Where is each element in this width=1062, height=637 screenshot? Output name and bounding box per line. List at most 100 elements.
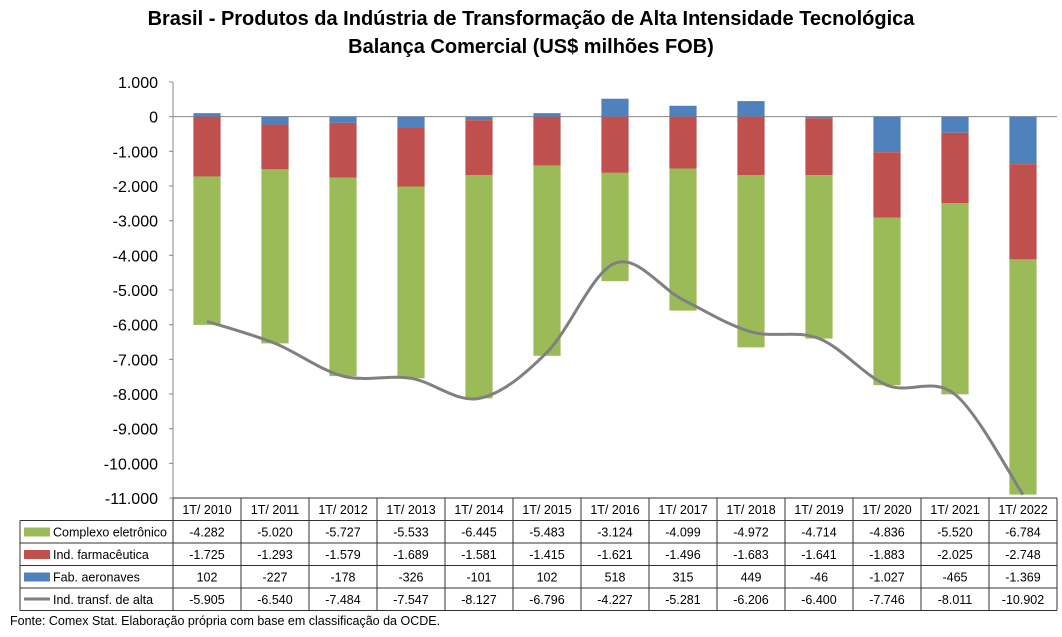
x-category-label: 1T/ 2019: [794, 503, 843, 517]
table-value-cell: -5.483: [529, 526, 564, 540]
bar-ind-farmac-utica: [1009, 164, 1037, 260]
bar-fab-aeronaves: [533, 113, 561, 117]
table-value-cell: -6.540: [257, 593, 292, 607]
x-category-label: 1T/ 2014: [454, 503, 503, 517]
bar-fab-aeronaves: [873, 116, 901, 153]
bar-fab-aeronaves: [601, 98, 629, 117]
y-tick-label: -1.000: [113, 144, 158, 161]
y-tick-label: -8.000: [113, 387, 158, 404]
legend-series-name: Ind. transf. de alta: [53, 593, 153, 607]
table-value-cell: -7.547: [393, 593, 428, 607]
x-category-label: 1T/ 2018: [726, 503, 775, 517]
table-value-cell: -1.683: [733, 548, 768, 562]
table-value-cell: -4.282: [189, 526, 224, 540]
table-value-cell: -1.641: [801, 548, 836, 562]
table-value-cell: -6.796: [529, 593, 564, 607]
table-value-cell: -465: [942, 571, 967, 585]
table-value-cell: -6.784: [1005, 526, 1040, 540]
x-category-label: 1T/ 2015: [522, 503, 571, 517]
table-value-cell: -8.127: [461, 593, 496, 607]
table-value-cell: -5.020: [257, 526, 292, 540]
y-tick-label: -11.000: [105, 491, 158, 508]
x-category-label: 1T/ 2021: [930, 503, 979, 517]
bar-complexo-eletr-nico: [737, 175, 765, 348]
bar-ind-farmac-utica: [941, 132, 969, 203]
table-value-cell: -5.727: [325, 526, 360, 540]
y-tick-label: 0: [149, 110, 158, 127]
bar-ind-farmac-utica: [805, 118, 833, 176]
x-category-label: 1T/ 2012: [318, 503, 367, 517]
legend-series-name: Ind. farmacêutica: [53, 548, 149, 562]
table-value-cell: -101: [466, 571, 491, 585]
legend-series-name: Complexo eletrônico: [53, 526, 167, 540]
bar-complexo-eletr-nico: [805, 175, 833, 339]
y-tick-label: -5.000: [113, 283, 158, 300]
legend-series-name: Fab. aeronaves: [53, 571, 140, 585]
bar-fab-aeronaves: [193, 113, 221, 117]
bar-fab-aeronaves: [737, 101, 765, 117]
table-value-cell: -46: [810, 571, 828, 585]
table-value-cell: -1.415: [529, 548, 564, 562]
bar-complexo-eletr-nico: [1009, 259, 1037, 495]
table-value-cell: -2.025: [937, 548, 972, 562]
table-value-cell: 102: [197, 571, 218, 585]
line-ind-transf-de-alta: [206, 260, 1025, 496]
chart-title: Brasil - Produtos da Indústria de Transf…: [147, 8, 915, 30]
table-value-cell: 315: [673, 571, 694, 585]
x-category-label: 1T/ 2010: [182, 503, 231, 517]
x-category-label: 1T/ 2022: [998, 503, 1047, 517]
bar-fab-aeronaves: [465, 116, 493, 121]
y-tick-label: -3.000: [113, 214, 158, 231]
bar-ind-farmac-utica: [193, 116, 221, 177]
x-category-label: 1T/ 2016: [590, 503, 639, 517]
x-category-label: 1T/ 2011: [251, 503, 299, 517]
bar-ind-farmac-utica: [261, 124, 289, 170]
bar-fab-aeronaves: [1009, 116, 1037, 165]
table-value-cell: -8.011: [938, 593, 973, 607]
table-value-cell: -6.400: [801, 593, 836, 607]
chart-subtitle: Balança Comercial (US$ milhões FOB): [348, 36, 714, 58]
bar-fab-aeronaves: [941, 116, 969, 133]
table-value-cell: -1.293: [257, 548, 292, 562]
y-tick-label: -10.000: [104, 456, 158, 473]
bar-ind-farmac-utica: [329, 122, 357, 178]
table-value-cell: -1.579: [325, 548, 360, 562]
legend-swatch: [24, 527, 50, 537]
bar-complexo-eletr-nico: [941, 202, 969, 395]
bar-complexo-eletr-nico: [873, 217, 901, 386]
y-tick-label: -4.000: [113, 248, 158, 265]
table-value-cell: -1.689: [393, 548, 428, 562]
bar-fab-aeronaves: [329, 116, 357, 123]
bar-fab-aeronaves: [805, 116, 833, 119]
table-value-cell: -10.902: [1002, 593, 1044, 607]
y-tick-label: -2.000: [113, 179, 158, 196]
bar-ind-farmac-utica: [601, 116, 629, 173]
table-value-cell: -5.905: [189, 593, 224, 607]
table-value-cell: -4.836: [869, 526, 904, 540]
table-value-cell: 449: [741, 571, 762, 585]
table-value-cell: -1.027: [869, 571, 904, 585]
table-value-cell: -178: [330, 571, 355, 585]
table-value-cell: -6.445: [461, 526, 496, 540]
table-value-cell: -4.099: [665, 526, 700, 540]
bar-complexo-eletr-nico: [329, 177, 357, 377]
table-value-cell: -4.227: [597, 593, 632, 607]
table-value-cell: -326: [398, 571, 423, 585]
y-tick-label: 1.000: [118, 75, 158, 92]
bar-complexo-eletr-nico: [533, 165, 561, 356]
y-tick-label: -7.000: [113, 352, 158, 369]
table-value-cell: -1.581: [461, 548, 496, 562]
table-value-cell: 102: [537, 571, 558, 585]
table-value-cell: -1.883: [869, 548, 904, 562]
table-value-cell: -5.281: [665, 593, 700, 607]
legend-swatch: [24, 572, 50, 582]
legend-swatch: [24, 550, 50, 559]
bar-complexo-eletr-nico: [465, 174, 493, 399]
bar-ind-farmac-utica: [397, 127, 425, 187]
bar-ind-farmac-utica: [873, 152, 901, 218]
table-value-cell: -7.484: [325, 593, 360, 607]
y-tick-label: -9.000: [113, 422, 158, 439]
bar-complexo-eletr-nico: [397, 186, 425, 379]
table-value-cell: -4.714: [801, 526, 836, 540]
